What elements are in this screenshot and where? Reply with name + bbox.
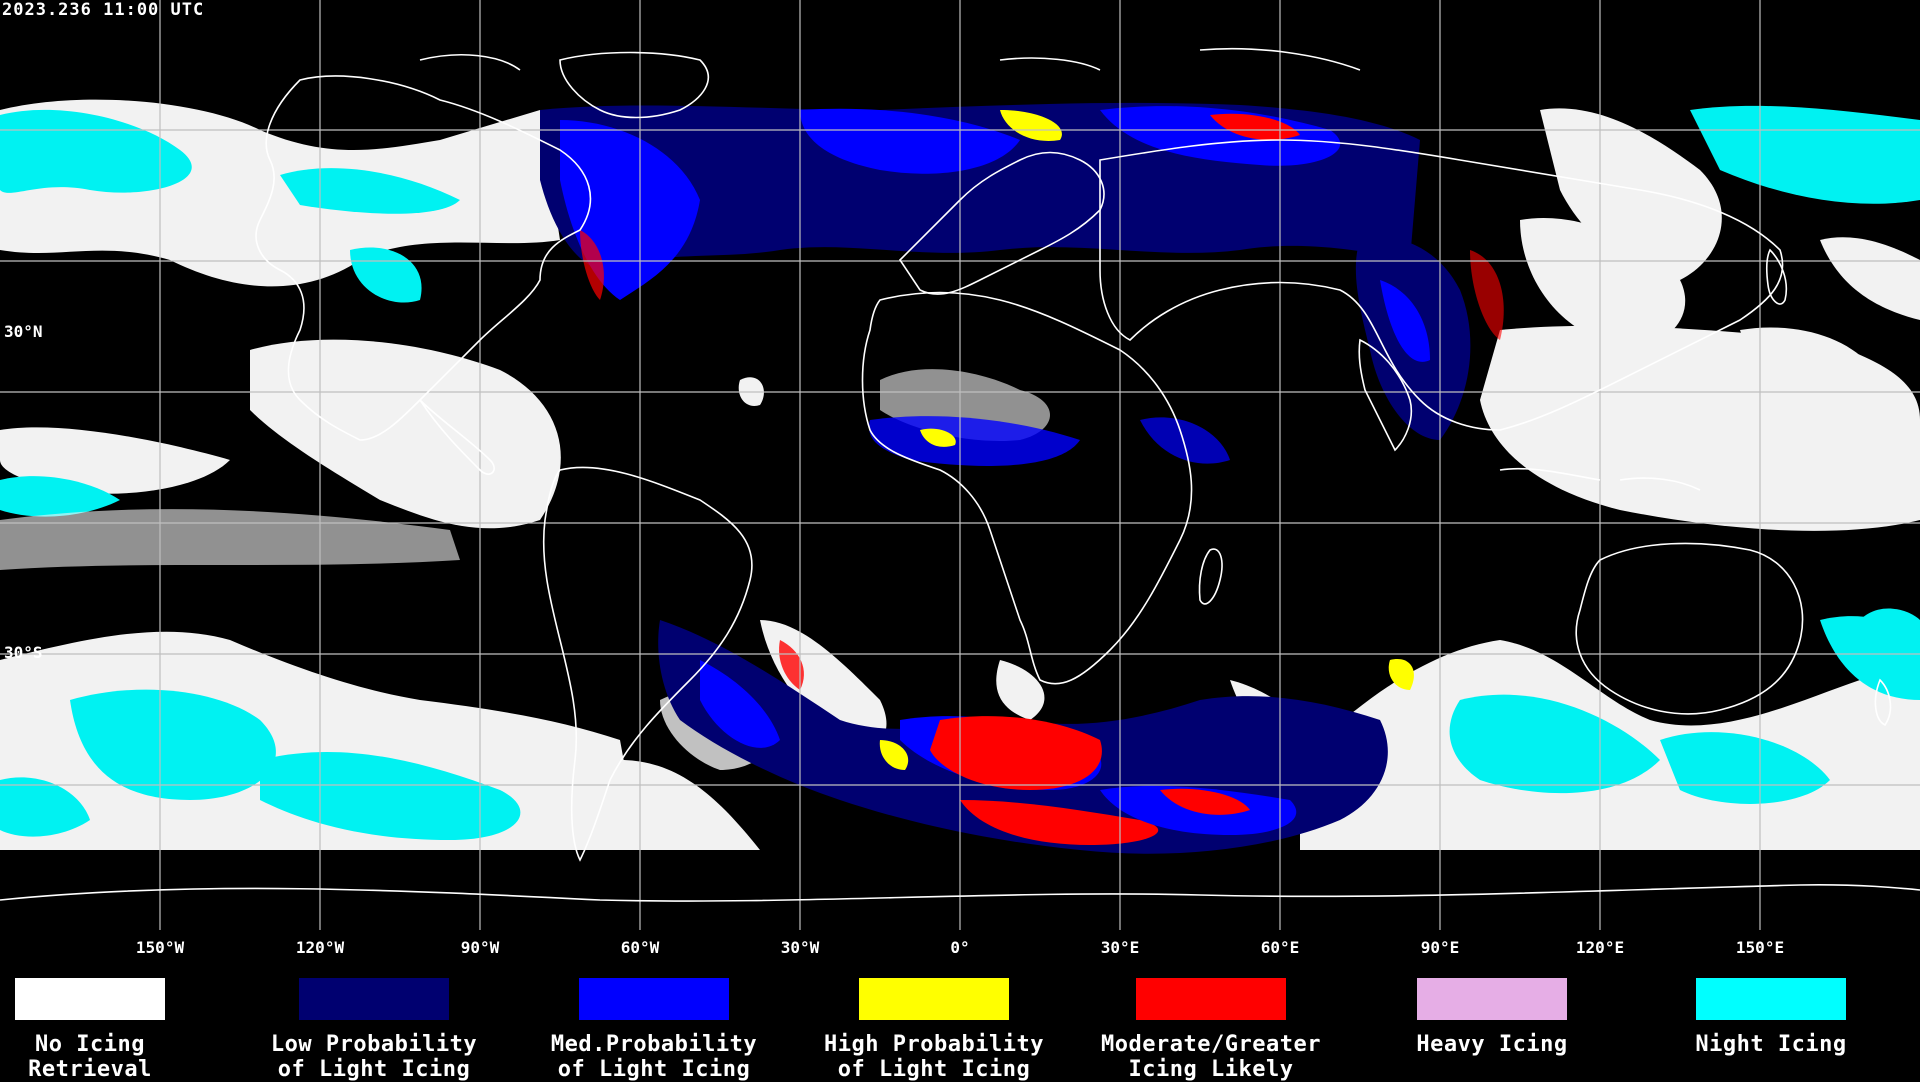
latitude-label-30s: 30°S bbox=[4, 643, 43, 662]
legend-item-high-probability: High Probability of Light Icing bbox=[794, 960, 1074, 1082]
legend-label-line2: of Light Icing bbox=[837, 1057, 1031, 1082]
longitude-label-90e: 90°E bbox=[1420, 938, 1460, 957]
icing-map bbox=[0, 0, 1920, 930]
legend-item-low-probability: Low Probability of Light Icing bbox=[234, 960, 514, 1082]
timestamp: 2023.236 11:00 UTC bbox=[2, 0, 205, 20]
longitude-label-30w: 30°W bbox=[780, 938, 820, 957]
legend-label-line1: Med.Probability bbox=[550, 1032, 758, 1057]
legend-item-no-icing: No Icing Retrieval bbox=[0, 960, 230, 1082]
longitude-label-90w: 90°W bbox=[460, 938, 500, 957]
legend-item-heavy-icing: Heavy Icing bbox=[1352, 960, 1632, 1057]
longitude-label-150e: 150°E bbox=[1735, 938, 1785, 957]
legend: No Icing Retrieval Low Probability of Li… bbox=[0, 960, 1920, 1082]
legend-label-line1: Low Probability bbox=[270, 1032, 478, 1057]
legend-item-night-icing: Night Icing bbox=[1631, 960, 1911, 1057]
legend-swatch bbox=[579, 978, 729, 1020]
longitude-label-60w: 60°W bbox=[620, 938, 660, 957]
legend-swatch bbox=[1417, 978, 1567, 1020]
legend-swatch bbox=[1696, 978, 1846, 1020]
legend-item-moderate-greater: Moderate/Greater Icing Likely bbox=[1071, 960, 1351, 1082]
world-coastline-map bbox=[0, 47, 1920, 902]
legend-label-line2: of Light Icing bbox=[277, 1057, 471, 1082]
latitude-label-30n: 30°N bbox=[4, 322, 43, 341]
legend-label-line2: Retrieval bbox=[28, 1057, 152, 1082]
legend-swatch bbox=[15, 978, 165, 1020]
legend-label-line1: No Icing bbox=[35, 1032, 145, 1057]
legend-label-line1: High Probability bbox=[824, 1032, 1044, 1057]
legend-swatch bbox=[1136, 978, 1286, 1020]
longitude-label-120e: 120°E bbox=[1575, 938, 1625, 957]
legend-label-line1: Moderate/Greater bbox=[1101, 1032, 1321, 1057]
legend-swatch bbox=[299, 978, 449, 1020]
longitude-label-60e: 60°E bbox=[1260, 938, 1300, 957]
longitude-label-150w: 150°W bbox=[135, 938, 185, 957]
legend-label-line1: Night Icing bbox=[1695, 1032, 1847, 1057]
longitude-label-120w: 120°W bbox=[295, 938, 345, 957]
legend-label-line2: Icing Likely bbox=[1128, 1057, 1294, 1082]
legend-item-med-probability: Med.Probability of Light Icing bbox=[514, 960, 794, 1082]
longitude-label-30e: 30°E bbox=[1100, 938, 1140, 957]
legend-label-line1: Heavy Icing bbox=[1416, 1032, 1568, 1057]
graticule bbox=[0, 0, 1920, 930]
longitude-label-0: 0° bbox=[950, 938, 970, 957]
legend-label-line2: of Light Icing bbox=[557, 1057, 751, 1082]
legend-swatch bbox=[859, 978, 1009, 1020]
